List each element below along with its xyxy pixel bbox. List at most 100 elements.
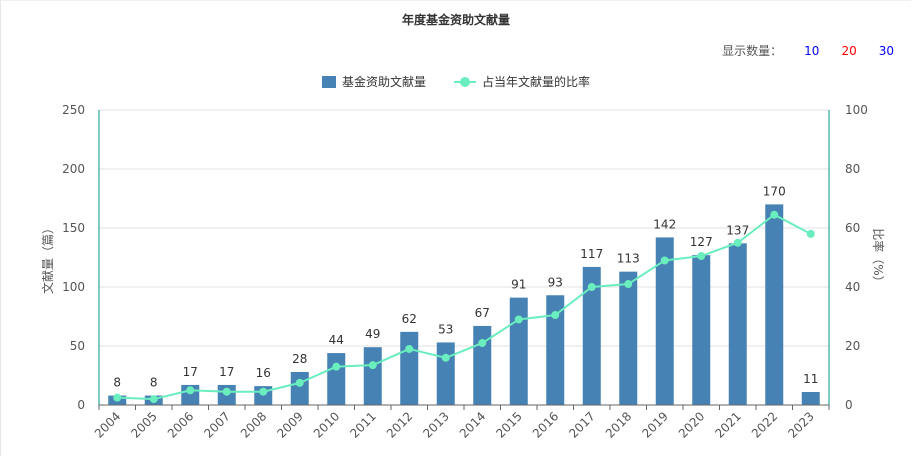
bar-value-label: 127 bbox=[690, 235, 713, 249]
y-tick-label: 50 bbox=[70, 339, 85, 353]
ratio-point bbox=[806, 229, 815, 238]
ratio-point bbox=[368, 361, 377, 370]
x-tick-label: 2023 bbox=[785, 409, 816, 440]
ratio-point bbox=[259, 387, 268, 396]
display-count-option-30[interactable]: 30 bbox=[878, 43, 894, 58]
ratio-point bbox=[660, 256, 669, 265]
display-count-option-20[interactable]: 20 bbox=[841, 43, 857, 58]
legend-item-bar[interactable]: 基金资助文献量 bbox=[321, 73, 426, 90]
line-series bbox=[113, 210, 815, 404]
x-tick-label: 2007 bbox=[201, 409, 232, 440]
ratio-point bbox=[587, 283, 596, 291]
legend-line-swatch bbox=[454, 76, 476, 88]
ratio-point bbox=[222, 387, 231, 396]
display-count-label: 显示数量： bbox=[722, 44, 783, 58]
bar-value-label: 16 bbox=[256, 366, 271, 380]
bar bbox=[400, 331, 419, 405]
ratio-line bbox=[117, 213, 812, 401]
bar-value-label: 91 bbox=[511, 278, 526, 292]
y-tick-label: 150 bbox=[62, 221, 85, 235]
bar bbox=[509, 297, 528, 405]
bar bbox=[327, 353, 346, 405]
y-tick-label: 0 bbox=[77, 398, 85, 412]
y-tick-label: 250 bbox=[62, 103, 85, 117]
x-tick-label: 2021 bbox=[712, 409, 743, 440]
ratio-point bbox=[149, 395, 158, 404]
bar bbox=[619, 271, 638, 405]
ratio-point bbox=[770, 210, 779, 219]
bar-value-label: 137 bbox=[726, 223, 749, 237]
bar-value-label: 11 bbox=[803, 372, 818, 386]
y2-tick-label: 80 bbox=[845, 162, 860, 176]
ratio-point bbox=[332, 362, 341, 371]
bar bbox=[290, 371, 309, 405]
ratio-point bbox=[113, 393, 122, 402]
legend-item-line[interactable]: 占当年文献量的比率 bbox=[454, 73, 590, 90]
x-tick-label: 2004 bbox=[92, 409, 123, 440]
y2-tick-label: 60 bbox=[845, 221, 860, 235]
bar-value-label: 53 bbox=[438, 322, 453, 336]
bar bbox=[546, 295, 565, 405]
chart-title: 年度基金资助文献量 bbox=[401, 13, 510, 27]
x-tick-label: 2009 bbox=[274, 409, 305, 440]
bar bbox=[436, 342, 455, 405]
x-tick-label: 2013 bbox=[420, 409, 451, 440]
ratio-point bbox=[186, 386, 195, 395]
bar-value-label: 17 bbox=[219, 365, 234, 379]
x-tick-label: 2018 bbox=[603, 409, 634, 440]
y2-tick-label: 100 bbox=[845, 103, 868, 117]
ratio-point bbox=[514, 315, 523, 324]
bar-value-label: 170 bbox=[763, 184, 786, 198]
bar bbox=[363, 347, 382, 405]
bar-value-label: 8 bbox=[113, 376, 121, 390]
ratio-point bbox=[733, 238, 742, 247]
bar-value-label: 93 bbox=[548, 275, 563, 289]
x-tick-label: 2020 bbox=[676, 409, 707, 440]
legend-bar-label: 基金资助文献量 bbox=[341, 75, 426, 89]
ratio-point bbox=[697, 252, 706, 261]
bar-value-label: 8 bbox=[150, 376, 158, 390]
legend-line-label: 占当年文献量的比率 bbox=[482, 75, 591, 89]
ratio-point bbox=[551, 311, 560, 320]
x-tick-label: 2011 bbox=[347, 409, 378, 440]
bar-series bbox=[108, 204, 820, 405]
x-tick-label: 2006 bbox=[165, 409, 196, 440]
ratio-point bbox=[478, 339, 487, 348]
x-tick-label: 2016 bbox=[530, 409, 561, 440]
x-tick-label: 2010 bbox=[311, 409, 342, 440]
chart-legend: 基金资助文献量 占当年文献量的比率 bbox=[0, 73, 912, 90]
x-tick-label: 2005 bbox=[128, 409, 159, 440]
bar bbox=[655, 237, 674, 405]
ratio-point bbox=[405, 344, 414, 353]
display-count-option-10[interactable]: 10 bbox=[804, 43, 820, 58]
y2-tick-label: 0 bbox=[845, 398, 853, 412]
bar-value-label: 67 bbox=[475, 306, 490, 320]
x-tick-label: 2008 bbox=[238, 409, 269, 440]
ratio-point bbox=[295, 378, 304, 387]
display-count-selector: 显示数量： 10 20 30 bbox=[722, 42, 894, 59]
x-tick-label: 2017 bbox=[566, 409, 597, 440]
bar-value-label: 17 bbox=[183, 365, 198, 379]
bar bbox=[692, 255, 711, 405]
ratio-point bbox=[624, 280, 633, 289]
ratio-point bbox=[441, 353, 450, 362]
bar bbox=[801, 392, 820, 405]
bar bbox=[765, 204, 784, 405]
bar-value-label: 142 bbox=[653, 217, 676, 231]
legend-bar-swatch bbox=[321, 75, 336, 88]
y-tick-label: 100 bbox=[62, 280, 85, 294]
x-tick-label: 2012 bbox=[384, 409, 415, 440]
y-axis-title: 文献量（篇） bbox=[40, 222, 55, 294]
bar-value-label: 44 bbox=[329, 333, 344, 347]
y-tick-label: 200 bbox=[62, 162, 85, 176]
y2-tick-label: 40 bbox=[845, 280, 860, 294]
data-labels: 8 8 17 17 16 28 44 49 62 53 67 91 93 117 113 142 127 137 1… bbox=[113, 184, 818, 389]
bar bbox=[582, 266, 601, 405]
y2-axis-title: 比率（%） bbox=[871, 228, 886, 287]
x-tick-label: 2014 bbox=[457, 409, 488, 440]
x-tick-label: 2019 bbox=[639, 409, 670, 440]
bar-value-label: 117 bbox=[580, 247, 603, 261]
bar-value-label: 62 bbox=[402, 312, 417, 326]
